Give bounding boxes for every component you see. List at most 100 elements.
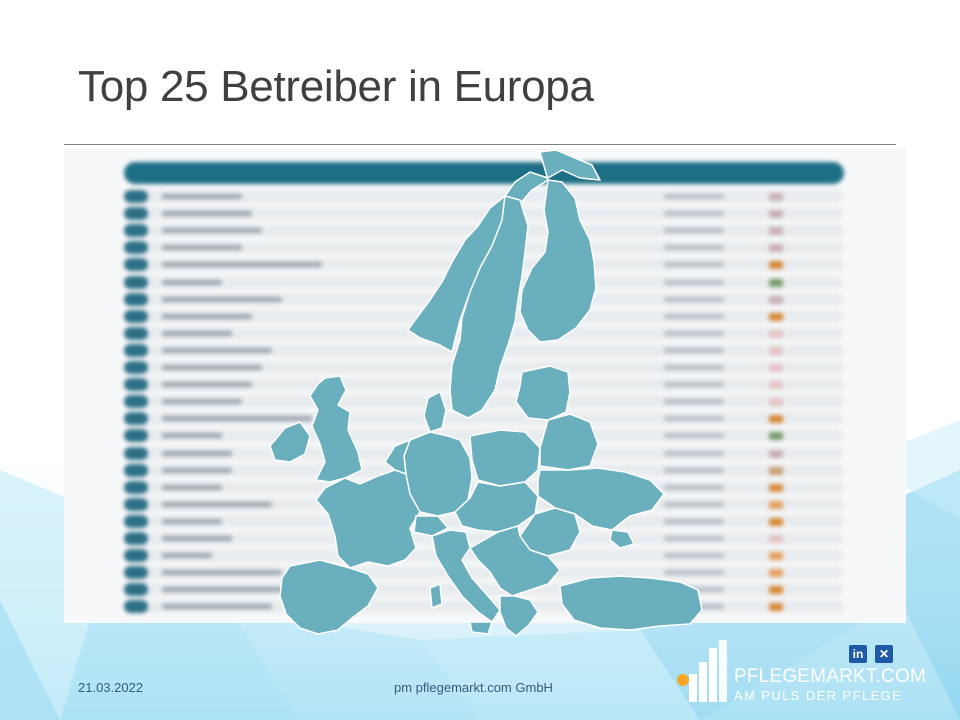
row-country-blurred [664, 262, 724, 268]
row-name-blurred [162, 484, 222, 490]
row-flag-icon [769, 603, 783, 612]
row-country-blurred [664, 245, 724, 251]
row-flag-icon [769, 586, 783, 595]
row-country-blurred [664, 450, 724, 456]
xing-icon[interactable]: ✕ [875, 645, 893, 663]
row-country-blurred [664, 365, 724, 370]
map-sweden [449, 195, 529, 419]
table-row [124, 532, 844, 545]
row-name-blurred [162, 313, 252, 319]
row-country-blurred [664, 228, 724, 234]
row-flag-icon [769, 210, 783, 219]
row-name-blurred [162, 194, 242, 199]
row-name-blurred [162, 399, 242, 405]
row-flag-icon [769, 346, 783, 355]
row-name-blurred [162, 536, 232, 541]
map-finland [519, 179, 597, 343]
row-flag-icon [769, 193, 783, 201]
row-flag-icon [769, 364, 783, 372]
table-row [124, 566, 844, 580]
row-flag-icon [769, 244, 783, 253]
logo-bars-icon [677, 640, 727, 702]
row-name-blurred [162, 330, 232, 336]
row-name-blurred [162, 382, 252, 388]
linkedin-icon[interactable]: in [849, 645, 867, 663]
row-flag-icon [769, 329, 783, 338]
row-country-blurred [664, 553, 724, 559]
row-country-blurred [664, 433, 724, 439]
map-italy [431, 529, 501, 623]
row-rank-badge [124, 497, 148, 511]
map-belarus [539, 413, 599, 471]
map-ukraine [537, 467, 665, 531]
row-name-blurred [162, 604, 272, 610]
row-rank-badge [124, 600, 148, 614]
row-name-blurred [162, 570, 282, 576]
logo-tagline: AM PULS DER PFLEGE [734, 688, 903, 703]
row-rank-badge [124, 275, 148, 289]
map-ireland [269, 421, 311, 463]
row-country-blurred [664, 313, 724, 319]
table-header [124, 162, 844, 184]
map-greece [499, 595, 539, 637]
map-balkans [469, 525, 561, 597]
row-rank-badge [124, 463, 148, 477]
row-country-blurred [664, 467, 724, 473]
row-country-blurred [664, 501, 724, 507]
row-name-blurred [162, 501, 272, 507]
row-rank-badge [124, 395, 148, 409]
row-country-blurred [664, 536, 724, 541]
row-flag-icon [769, 449, 783, 458]
row-name-blurred [162, 416, 312, 422]
map-baltics [515, 365, 571, 421]
logo-name: PFLEGEMARKT.COM [734, 666, 926, 687]
row-rank-badge [124, 446, 148, 460]
row-name-blurred [162, 365, 262, 370]
row-country-blurred [664, 518, 724, 524]
row-name-blurred [162, 228, 262, 234]
row-rank-badge [124, 566, 148, 580]
row-rank-badge [124, 532, 148, 545]
row-country-blurred [664, 347, 724, 353]
row-name-blurred [162, 450, 232, 456]
row-name-blurred [162, 279, 222, 285]
row-country-blurred [664, 570, 724, 576]
row-flag-icon [769, 517, 783, 526]
row-rank-badge [124, 309, 148, 323]
row-name-blurred [162, 433, 222, 439]
row-country-blurred [664, 399, 724, 405]
map-sicily [469, 621, 493, 635]
slide-date: 21.03.2022 [78, 680, 144, 695]
row-rank-badge [124, 326, 148, 340]
row-name-blurred [162, 467, 232, 473]
row-country-blurred [664, 416, 724, 422]
table-row [124, 190, 844, 203]
row-flag-icon [769, 381, 783, 390]
row-flag-icon [769, 278, 783, 287]
row-rank-badge [124, 378, 148, 392]
map-uk [309, 375, 363, 483]
row-rank-badge [124, 241, 148, 255]
row-flag-icon [769, 552, 783, 561]
row-rank-badge [124, 549, 148, 563]
row-name-blurred [162, 262, 322, 268]
row-country-blurred [664, 330, 724, 336]
map-iberia [279, 559, 379, 635]
pflegemarkt-logo[interactable]: PFLEGEMARKT.COM AM PULS DER PFLEGE [675, 640, 926, 710]
row-rank-badge [124, 429, 148, 443]
row-rank-badge [124, 224, 148, 238]
row-country-blurred [664, 382, 724, 388]
company-name: pm pflegemarkt.com GmbH [394, 680, 553, 695]
map-benelux [384, 439, 411, 475]
row-country-blurred [664, 484, 724, 490]
row-flag-icon [769, 569, 783, 578]
row-flag-icon [769, 398, 783, 407]
row-flag-icon [769, 466, 783, 475]
map-denmark [423, 391, 447, 433]
row-rank-badge [124, 361, 148, 374]
row-country-blurred [664, 279, 724, 285]
row-rank-badge [124, 514, 148, 528]
row-flag-icon [769, 295, 783, 304]
map-poland [469, 429, 541, 487]
